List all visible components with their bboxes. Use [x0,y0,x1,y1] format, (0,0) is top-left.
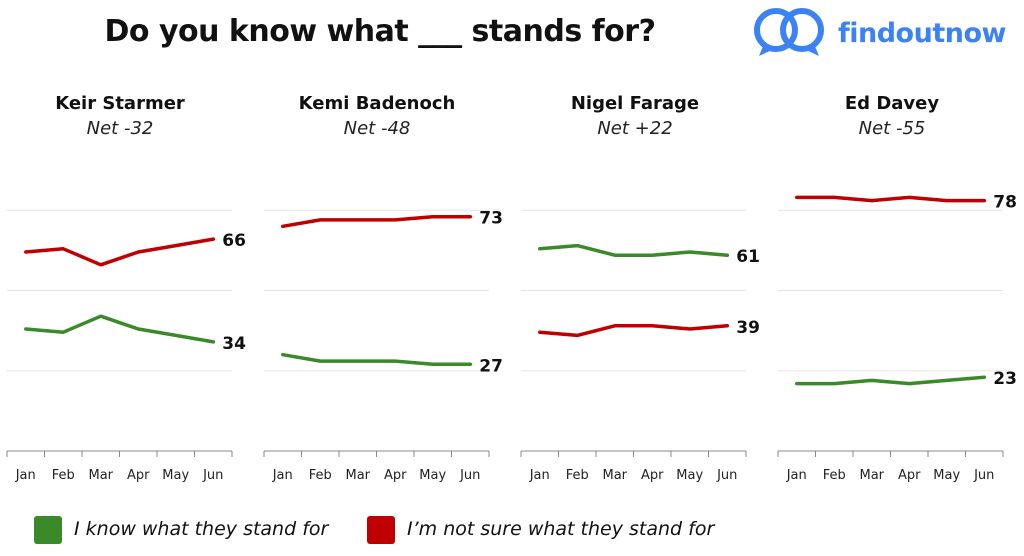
x-tick-label-4-apr: Apr [898,468,921,483]
brand-logo: findoutnow [750,6,1020,62]
x-tick-label-1-feb: Feb [52,468,75,483]
x-tick-label-4-feb: Feb [823,468,846,483]
x-tick-label-2-feb: Feb [309,468,332,483]
x-tick-label-3-jan: Jan [529,468,550,483]
data-label-2-not-sure: 73 [479,209,503,229]
x-tick-label-1-mar: Mar [88,468,113,483]
series-line-3-not-sure [538,324,730,338]
series-line-2-know [281,352,473,367]
series-line-2-not-sure [281,214,473,229]
legend-swatch-know [34,516,62,544]
panel-title-4: Ed Davey [844,93,940,114]
brand-name: findoutnow [838,18,1006,49]
x-tick-label-4-jun: Jun [973,468,994,483]
x-tick-label-2-jun: Jun [459,468,480,483]
series-line-4-know [795,375,987,386]
series-line-1-know [24,314,216,344]
x-tick-label-4-jan: Jan [786,468,807,483]
legend-swatch-not-sure [367,516,395,544]
legend-label-know: I know what they stand for [74,518,329,540]
x-tick-label-2-may: May [419,468,446,483]
panel-title-3: Nigel Farage [570,93,700,114]
x-tick-label-1-apr: Apr [127,468,150,483]
panel-title-1: Keir Starmer [55,93,185,114]
x-tick-label-1-jan: Jan [15,468,36,483]
data-label-1-know: 34 [222,334,246,354]
panel-title-2: Kemi Badenoch [298,93,456,114]
data-label-3-not-sure: 39 [736,318,760,338]
speech-bubbles-icon [754,8,824,56]
x-tick-label-4-mar: Mar [859,468,884,483]
x-tick-label-3-mar: Mar [602,468,627,483]
panel-net-1: Net -32 [86,118,154,139]
panel-net-3: Net +22 [597,118,673,139]
panel-net-2: Net -48 [343,118,411,139]
chart-title: Do you know what ___ stands for? [104,14,656,49]
x-tick-label-3-jun: Jun [716,468,737,483]
legend-label-not-sure: I’m not sure what they stand for [407,518,715,540]
x-tick-label-3-apr: Apr [641,468,664,483]
data-label-3-know: 61 [736,247,760,267]
data-label-4-know: 23 [993,369,1017,389]
x-tick-label-3-may: May [676,468,703,483]
panel-net-4: Net -55 [858,118,926,139]
data-label-1-not-sure: 66 [222,231,246,251]
series-line-4-not-sure [795,195,987,203]
x-tick-label-2-jan: Jan [272,468,293,483]
data-label-4-not-sure: 78 [993,193,1017,213]
x-tick-label-3-feb: Feb [566,468,589,483]
x-tick-label-4-may: May [933,468,960,483]
x-tick-label-1-may: May [162,468,189,483]
series-line-3-know [538,243,730,257]
series-line-1-not-sure [24,237,216,267]
data-label-2-know: 27 [479,356,503,376]
x-tick-label-1-jun: Jun [202,468,223,483]
x-tick-label-2-mar: Mar [345,468,370,483]
x-tick-label-2-apr: Apr [384,468,407,483]
